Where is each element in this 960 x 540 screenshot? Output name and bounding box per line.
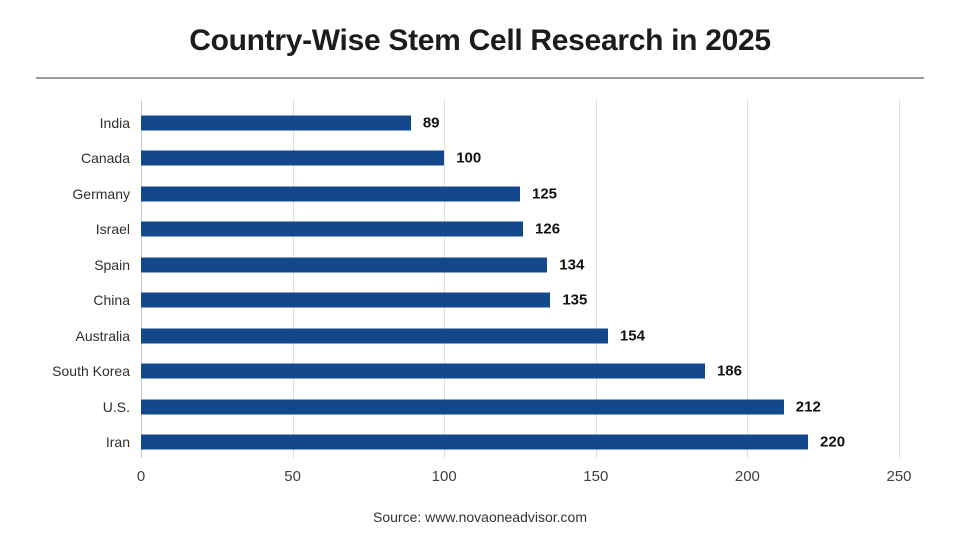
bar-rows: India 89 Canada 100 Germany 125 Israel 126 Spain… (52, 105, 899, 461)
gridline-200 (747, 100, 749, 458)
bar-china (141, 292, 551, 308)
gridline-0 (141, 100, 142, 458)
value-label-iran: 220 (820, 433, 846, 451)
bar-row-israel: Israel 126 (96, 212, 899, 248)
value-label-india: 89 (422, 114, 440, 132)
bar-india (141, 115, 411, 131)
category-label-germany: Germany (72, 185, 130, 202)
value-label-israel: 126 (535, 220, 561, 238)
value-label-spain: 134 (559, 256, 585, 274)
gridline-100 (444, 100, 446, 458)
bar-u-s (141, 399, 784, 415)
category-label-china: China (93, 292, 130, 309)
category-label-israel: Israel (95, 221, 130, 238)
category-label-australia: Australia (75, 327, 130, 344)
bar-south-korea (141, 363, 705, 379)
bar-iran (141, 434, 809, 450)
x-tick-label-200: 200 (734, 468, 760, 485)
bar-germany (141, 186, 520, 202)
category-label-u-s: U.S. (102, 398, 130, 415)
bar-spain (141, 257, 548, 273)
plot-area: India 89 Canada 100 Germany 125 Israel 126 Spain… (52, 100, 900, 461)
x-tick-label-250: 250 (886, 468, 912, 485)
category-label-canada: Canada (80, 150, 130, 167)
bar-row-spain: Spain 134 (94, 247, 899, 283)
bar-row-india: India 89 (100, 105, 899, 141)
title-divider (36, 77, 924, 79)
value-label-china: 135 (562, 291, 588, 309)
chart-title: Country-Wise Stem Cell Research in 2025 (189, 24, 771, 57)
source-caption: Source: www.novaoneadvisor.com (373, 509, 587, 525)
x-tick-label-150: 150 (583, 468, 609, 485)
bar-row-iran: Iran 220 (106, 425, 899, 461)
category-label-spain: Spain (94, 256, 130, 273)
value-label-u-s: 212 (795, 398, 821, 416)
category-label-iran: Iran (105, 434, 130, 451)
bar-row-canada: Canada 100 (81, 141, 899, 177)
value-label-canada: 100 (456, 149, 482, 167)
bar-row-germany: Germany 125 (72, 176, 899, 212)
bar-israel (141, 221, 524, 237)
bar-row-u-s: U.S. 212 (103, 389, 899, 425)
bar-canada (141, 150, 445, 166)
category-label-south-korea: South Korea (52, 363, 130, 380)
bar-australia (141, 328, 608, 344)
gridline-50 (292, 100, 294, 458)
value-label-australia: 154 (619, 327, 645, 345)
gridline-150 (595, 100, 597, 458)
bar-row-south-korea: South Korea 186 (52, 354, 899, 390)
bar-row-australia: Australia 154 (76, 318, 899, 354)
x-tick-label-0: 0 (136, 468, 146, 485)
x-tick-label-100: 100 (431, 468, 457, 485)
value-label-south-korea: 186 (716, 362, 742, 380)
value-label-germany: 125 (532, 185, 558, 203)
category-label-india: India (99, 114, 130, 131)
gridline-250 (899, 100, 900, 458)
x-axis-ticks: 0 50 100 150 200 250 (137, 468, 912, 488)
x-tick-label-50: 50 (284, 468, 301, 485)
bar-row-china: China 135 (93, 283, 899, 319)
gridlines (141, 100, 900, 458)
